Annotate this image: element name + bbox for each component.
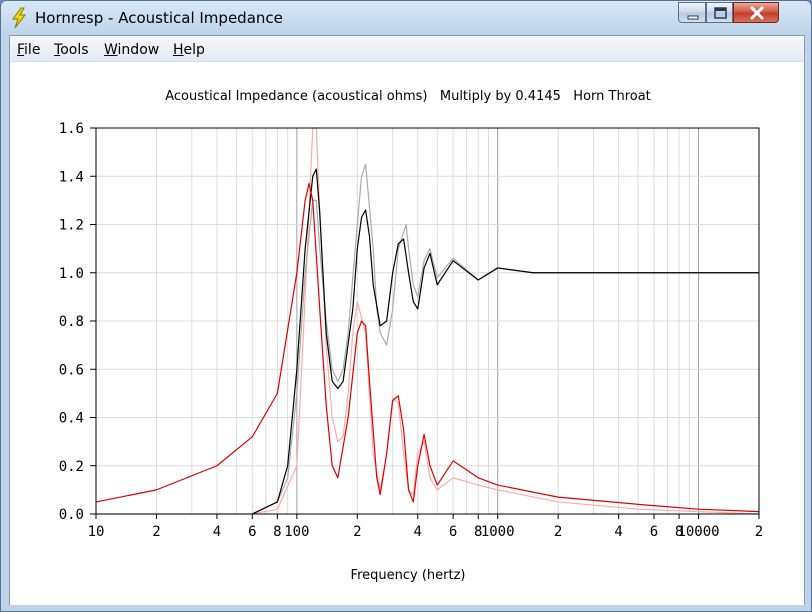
minimize-icon bbox=[687, 15, 699, 20]
close-icon bbox=[750, 6, 764, 20]
x-tick-label: 4 bbox=[414, 524, 422, 540]
x-tick-label: 4 bbox=[213, 524, 221, 540]
x-tick-label: 8 bbox=[675, 524, 683, 540]
x-tick-label: 8 bbox=[474, 524, 482, 540]
chart-title: Acoustical Impedance (acoustical ohms) M… bbox=[165, 89, 651, 104]
y-tick-label: 1.4 bbox=[59, 169, 84, 185]
x-tick-label: 8 bbox=[273, 524, 281, 540]
y-tick-label: 0.8 bbox=[59, 314, 84, 330]
x-tick-label: 6 bbox=[650, 524, 658, 540]
client-area: File Tools Window Help Acoustical Impeda… bbox=[9, 35, 805, 605]
x-tick-label: 2 bbox=[755, 524, 763, 540]
x-tick-label: 1000 bbox=[481, 524, 515, 540]
minimize-button[interactable] bbox=[678, 2, 706, 23]
y-tick-label: 0.0 bbox=[59, 507, 84, 523]
x-tick-label: 100 bbox=[284, 524, 309, 540]
y-tick-label: 0.6 bbox=[59, 362, 84, 378]
close-button[interactable] bbox=[733, 2, 779, 23]
series-line-0 bbox=[96, 127, 760, 515]
x-tick-label: 2 bbox=[353, 524, 361, 540]
lightning-bolt-icon bbox=[12, 7, 27, 29]
menu-tools[interactable]: Tools bbox=[54, 42, 89, 58]
maximize-icon bbox=[714, 7, 727, 19]
y-tick-label: 1.0 bbox=[59, 266, 84, 282]
y-tick-label: 1.2 bbox=[59, 218, 84, 234]
title-bar[interactable]: Hornresp - Acoustical Impedance bbox=[1, 1, 811, 35]
y-tick-label: 1.6 bbox=[59, 121, 84, 137]
impedance-chart: Acoustical Impedance (acoustical ohms) M… bbox=[59, 89, 764, 583]
x-tick-label: 4 bbox=[614, 524, 622, 540]
x-tick-label: 10000 bbox=[677, 524, 719, 540]
menu-file[interactable]: File bbox=[17, 42, 41, 58]
x-axis-label: Frequency (hertz) bbox=[351, 568, 466, 583]
series-line-3 bbox=[95, 182, 760, 513]
x-tick-label: 2 bbox=[554, 524, 562, 540]
x-tick-label: 6 bbox=[248, 524, 256, 540]
series-line-1 bbox=[252, 163, 759, 515]
menu-help[interactable]: Help bbox=[173, 42, 205, 58]
series-line-2 bbox=[252, 168, 759, 515]
y-tick-label: 0.2 bbox=[59, 459, 84, 475]
x-tick-label: 6 bbox=[449, 524, 457, 540]
y-tick-label: 0.4 bbox=[59, 411, 84, 427]
x-tick-label: 10 bbox=[88, 524, 105, 540]
chart-area: Acoustical Impedance (acoustical ohms) M… bbox=[10, 63, 804, 605]
menu-bar: File Tools Window Help bbox=[10, 36, 804, 62]
maximize-button[interactable] bbox=[706, 2, 733, 23]
menu-window[interactable]: Window bbox=[104, 42, 160, 58]
window-title: Hornresp - Acoustical Impedance bbox=[35, 9, 283, 27]
x-tick-label: 2 bbox=[152, 524, 160, 540]
